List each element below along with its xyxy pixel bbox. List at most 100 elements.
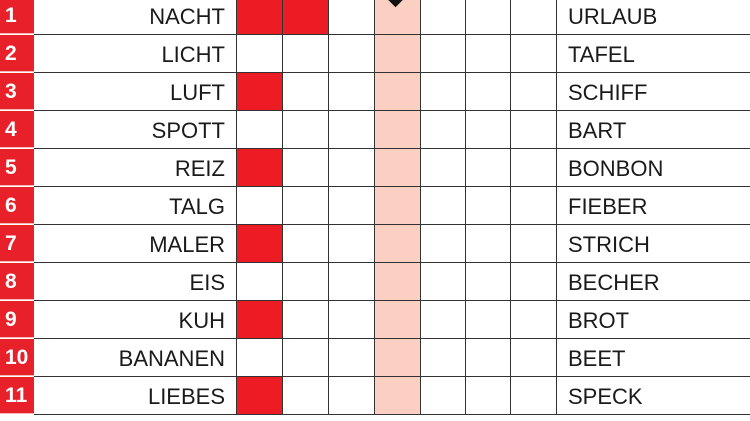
letter-cell[interactable] [282, 149, 328, 187]
letter-cell[interactable] [420, 149, 465, 187]
letter-cell[interactable] [374, 225, 420, 263]
letter-cell[interactable] [328, 301, 374, 339]
letter-cell[interactable] [374, 187, 420, 225]
letter-cell[interactable] [510, 35, 556, 73]
letter-cell[interactable] [282, 73, 328, 111]
letter-cell[interactable] [465, 111, 510, 149]
letter-cell[interactable] [374, 263, 420, 301]
letter-cell[interactable] [236, 377, 282, 415]
right-word: BROT [556, 301, 750, 339]
right-word: BEET [556, 339, 750, 377]
puzzle-row: 3 LUFT SCHIFF [0, 73, 750, 111]
letter-cell[interactable] [510, 0, 556, 35]
letter-cell[interactable] [465, 149, 510, 187]
letter-cell[interactable] [420, 377, 465, 415]
letter-cell[interactable] [510, 73, 556, 111]
letter-cell[interactable] [328, 111, 374, 149]
right-word: BONBON [556, 149, 750, 187]
left-word: NACHT [34, 0, 236, 35]
letter-cell[interactable] [465, 301, 510, 339]
letter-cell[interactable] [328, 187, 374, 225]
letter-cell[interactable] [328, 225, 374, 263]
letter-cell[interactable] [328, 339, 374, 377]
letter-cell[interactable] [510, 149, 556, 187]
letter-cell[interactable] [465, 73, 510, 111]
letter-cell[interactable] [374, 0, 420, 35]
letter-cell[interactable] [236, 111, 282, 149]
letter-cell[interactable] [510, 301, 556, 339]
letter-cell[interactable] [420, 73, 465, 111]
letter-cell[interactable] [282, 35, 328, 73]
letter-cell[interactable] [374, 35, 420, 73]
letter-cell[interactable] [374, 301, 420, 339]
letter-cell[interactable] [510, 111, 556, 149]
letter-cell[interactable] [236, 35, 282, 73]
letter-cell[interactable] [236, 149, 282, 187]
letter-cell[interactable] [465, 225, 510, 263]
row-number: 8 [0, 263, 34, 300]
row-number: 9 [0, 301, 34, 338]
letter-cell[interactable] [420, 35, 465, 73]
letter-cell[interactable] [282, 377, 328, 415]
row-number: 3 [0, 73, 34, 110]
letter-cell[interactable] [465, 339, 510, 377]
letter-cell[interactable] [236, 73, 282, 111]
letter-cell[interactable] [328, 0, 374, 35]
letter-cell[interactable] [510, 339, 556, 377]
letter-cell[interactable] [236, 301, 282, 339]
puzzle-row: 11 LIEBES SPECK [0, 377, 750, 415]
letter-cell[interactable] [420, 225, 465, 263]
puzzle-row: 2 LICHT TAFEL [0, 35, 750, 73]
letter-cell[interactable] [465, 35, 510, 73]
letter-cell[interactable] [420, 187, 465, 225]
letter-cell[interactable] [282, 0, 328, 35]
letter-cell[interactable] [420, 263, 465, 301]
letter-cell[interactable] [510, 187, 556, 225]
letter-cell[interactable] [282, 339, 328, 377]
letter-cell[interactable] [236, 263, 282, 301]
letter-cell[interactable] [282, 225, 328, 263]
right-word: TAFEL [556, 35, 750, 73]
letter-cell[interactable] [465, 263, 510, 301]
left-word: BANANEN [34, 339, 236, 377]
letter-cell[interactable] [510, 263, 556, 301]
letter-cell[interactable] [328, 73, 374, 111]
letter-cell[interactable] [328, 377, 374, 415]
letter-cell[interactable] [465, 0, 510, 35]
left-word: KUH [34, 301, 236, 339]
letter-cell[interactable] [510, 225, 556, 263]
row-number: 2 [0, 35, 34, 72]
left-word: SPOTT [34, 111, 236, 149]
letter-cell[interactable] [282, 187, 328, 225]
letter-cell[interactable] [420, 0, 465, 35]
letter-cell[interactable] [465, 187, 510, 225]
letter-cell[interactable] [328, 35, 374, 73]
letter-cell[interactable] [374, 339, 420, 377]
letter-cell[interactable] [465, 377, 510, 415]
row-number: 1 [0, 0, 34, 34]
letter-cell[interactable] [328, 149, 374, 187]
letter-cell[interactable] [420, 111, 465, 149]
row-number: 4 [0, 111, 34, 148]
puzzle-row: 10 BANANEN BEET [0, 339, 750, 377]
letter-cell[interactable] [420, 301, 465, 339]
letter-cell[interactable] [374, 377, 420, 415]
left-word: LUFT [34, 73, 236, 111]
letter-cell[interactable] [236, 0, 282, 35]
letter-cell[interactable] [282, 301, 328, 339]
letter-cell[interactable] [282, 111, 328, 149]
letter-cell[interactable] [374, 149, 420, 187]
letter-cell[interactable] [282, 263, 328, 301]
right-word: STRICH [556, 225, 750, 263]
letter-cell[interactable] [374, 73, 420, 111]
letter-cell[interactable] [374, 111, 420, 149]
right-word: FIEBER [556, 187, 750, 225]
letter-cell[interactable] [236, 187, 282, 225]
letter-cell[interactable] [420, 339, 465, 377]
puzzle-row: 6 TALG FIEBER [0, 187, 750, 225]
letter-cell[interactable] [236, 339, 282, 377]
letter-cell[interactable] [236, 225, 282, 263]
letter-cell[interactable] [328, 263, 374, 301]
right-word: BART [556, 111, 750, 149]
letter-cell[interactable] [510, 377, 556, 415]
